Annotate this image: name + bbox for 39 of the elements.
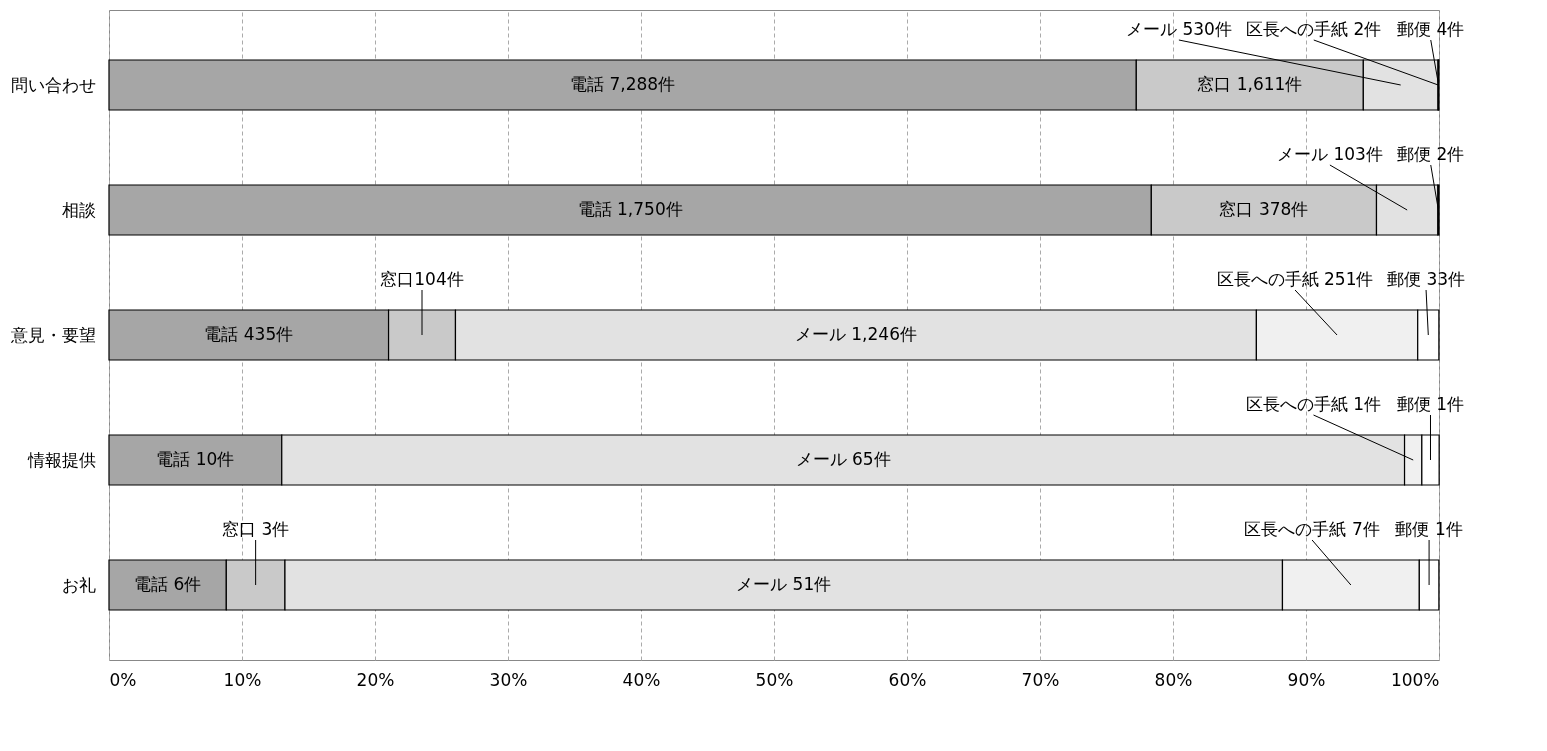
data-label: 郵便 4件 [1397, 19, 1465, 39]
data-label: 区長への手紙 2件 [1246, 19, 1382, 39]
x-tick-label: 40% [622, 669, 661, 690]
data-label: メール 530件 [1125, 19, 1232, 39]
data-label: メール 65件 [795, 449, 891, 469]
data-label: 窓口 1,611件 [1197, 74, 1303, 94]
y-tick-label: 意見・要望 [9, 324, 96, 345]
data-label: 郵便 2件 [1397, 144, 1465, 164]
data-label: 窓口 378件 [1219, 199, 1309, 219]
x-tick-label: 10% [223, 669, 262, 690]
data-label: 郵便 1件 [1395, 519, 1463, 539]
x-tick-label: 20% [356, 669, 395, 690]
y-tick-label: 相談 [61, 199, 96, 220]
x-tick-label: 0% [109, 669, 137, 690]
data-label: 郵便 33件 [1387, 269, 1466, 289]
data-label: 電話 1,750件 [577, 199, 683, 219]
data-label: 区長への手紙 7件 [1244, 519, 1380, 539]
data-label: 電話 435件 [204, 324, 294, 344]
data-label: メール 51件 [736, 574, 832, 594]
x-tick-label: 90% [1287, 669, 1326, 690]
data-label: 窓口 3件 [222, 519, 290, 539]
data-label: 区長への手紙 1件 [1245, 394, 1382, 414]
data-label: 電話 10件 [156, 449, 235, 469]
x-tick-label: 70% [1021, 669, 1060, 690]
data-label: 電話 6件 [134, 574, 202, 594]
data-label: メール 1,246件 [794, 324, 917, 344]
data-label: 郵便 1件 [1396, 394, 1465, 414]
data-label: 窓口104件 [380, 269, 464, 289]
y-tick-label: お礼 [61, 574, 96, 595]
x-tick-label: 100% [1390, 669, 1440, 690]
data-label: 区長への手紙 251件 [1216, 269, 1374, 289]
x-tick-label: 50% [755, 669, 794, 690]
data-label: 電話 7,288件 [570, 74, 676, 94]
data-label: メール 103件 [1276, 144, 1383, 164]
x-tick-label: 80% [1154, 669, 1193, 690]
y-tick-label: 情報提供 [26, 449, 96, 470]
x-tick-label: 60% [888, 669, 927, 690]
x-tick-label: 30% [489, 669, 528, 690]
y-tick-label: 問い合わせ [10, 74, 96, 95]
